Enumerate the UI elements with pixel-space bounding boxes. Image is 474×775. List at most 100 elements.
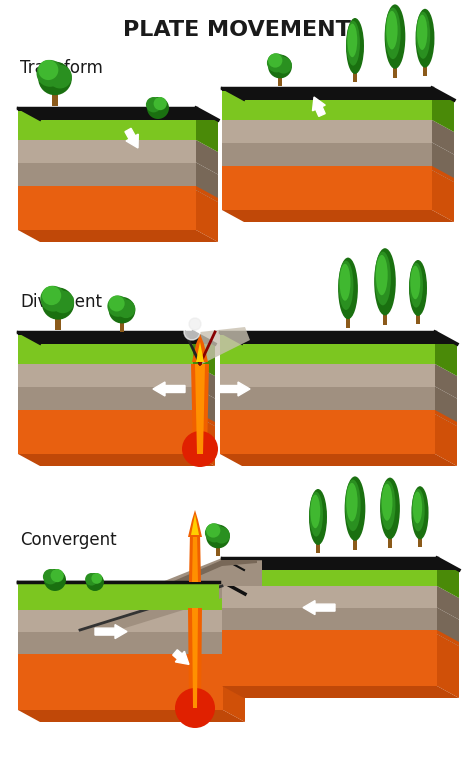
Polygon shape	[18, 108, 218, 120]
Circle shape	[86, 573, 104, 591]
Circle shape	[117, 299, 135, 318]
Ellipse shape	[338, 257, 358, 319]
Polygon shape	[195, 364, 205, 454]
Ellipse shape	[380, 477, 400, 539]
Polygon shape	[18, 332, 215, 344]
Ellipse shape	[376, 255, 388, 295]
Polygon shape	[196, 190, 218, 242]
Polygon shape	[193, 414, 215, 466]
FancyArrow shape	[153, 382, 185, 396]
Bar	[220, 332, 435, 364]
Ellipse shape	[346, 483, 357, 522]
Polygon shape	[222, 558, 459, 570]
Bar	[416, 302, 420, 324]
Ellipse shape	[416, 12, 430, 59]
Circle shape	[213, 527, 230, 543]
Ellipse shape	[417, 15, 428, 50]
Ellipse shape	[410, 266, 420, 299]
Bar	[222, 558, 437, 586]
Circle shape	[38, 61, 72, 95]
Polygon shape	[18, 582, 245, 594]
Polygon shape	[222, 210, 454, 222]
Circle shape	[51, 569, 64, 582]
Bar	[222, 166, 432, 170]
Bar	[316, 531, 320, 553]
Text: PLATE MOVEMENT: PLATE MOVEMENT	[123, 20, 351, 40]
Circle shape	[206, 523, 220, 538]
Bar	[18, 108, 196, 140]
Polygon shape	[162, 558, 262, 610]
Ellipse shape	[412, 489, 425, 532]
Polygon shape	[222, 558, 459, 570]
Ellipse shape	[310, 494, 320, 529]
Polygon shape	[18, 582, 219, 610]
Ellipse shape	[375, 252, 391, 305]
Bar	[222, 630, 437, 634]
Bar	[222, 170, 432, 210]
Polygon shape	[437, 634, 459, 698]
Polygon shape	[220, 454, 457, 466]
Bar	[418, 526, 422, 547]
Circle shape	[108, 295, 128, 317]
Circle shape	[184, 324, 200, 340]
Bar	[18, 658, 223, 710]
Bar	[222, 586, 437, 608]
Bar	[18, 332, 193, 364]
Ellipse shape	[386, 11, 398, 50]
Ellipse shape	[413, 491, 422, 523]
Circle shape	[175, 688, 215, 728]
Polygon shape	[196, 140, 218, 174]
Ellipse shape	[382, 484, 392, 521]
Polygon shape	[191, 514, 199, 535]
Bar	[353, 60, 357, 82]
Circle shape	[146, 97, 161, 112]
Bar	[216, 542, 220, 556]
Polygon shape	[18, 710, 245, 722]
Circle shape	[42, 286, 61, 305]
Ellipse shape	[411, 486, 428, 539]
Polygon shape	[437, 558, 459, 598]
Circle shape	[85, 573, 98, 586]
Polygon shape	[196, 342, 204, 362]
Polygon shape	[432, 170, 454, 222]
Polygon shape	[80, 586, 222, 642]
Polygon shape	[223, 654, 245, 670]
Circle shape	[38, 60, 58, 80]
Circle shape	[182, 431, 218, 467]
Bar	[18, 186, 196, 190]
Bar	[222, 558, 437, 561]
Polygon shape	[435, 364, 457, 398]
Polygon shape	[193, 410, 215, 426]
Polygon shape	[193, 387, 215, 426]
Polygon shape	[435, 332, 457, 376]
Ellipse shape	[310, 492, 323, 536]
Ellipse shape	[346, 21, 360, 66]
Bar	[18, 190, 196, 230]
FancyArrow shape	[303, 601, 335, 615]
Bar	[220, 364, 435, 387]
Polygon shape	[435, 387, 457, 426]
Ellipse shape	[338, 260, 354, 310]
FancyArrow shape	[312, 97, 325, 116]
Circle shape	[43, 569, 58, 584]
Polygon shape	[193, 332, 215, 376]
Ellipse shape	[416, 9, 435, 67]
Text: Divergent: Divergent	[20, 293, 102, 311]
Polygon shape	[222, 686, 459, 698]
Polygon shape	[188, 510, 202, 537]
Bar	[222, 88, 432, 91]
Text: Transform: Transform	[20, 59, 103, 77]
Bar	[423, 53, 427, 76]
Bar	[392, 53, 397, 78]
Circle shape	[48, 65, 72, 88]
Polygon shape	[18, 582, 245, 594]
Bar	[18, 654, 223, 658]
Polygon shape	[437, 608, 459, 646]
Circle shape	[42, 288, 74, 319]
Circle shape	[189, 318, 201, 330]
Polygon shape	[18, 230, 218, 242]
FancyArrow shape	[173, 649, 189, 664]
Circle shape	[52, 291, 74, 313]
Ellipse shape	[309, 489, 327, 545]
Ellipse shape	[410, 263, 423, 308]
